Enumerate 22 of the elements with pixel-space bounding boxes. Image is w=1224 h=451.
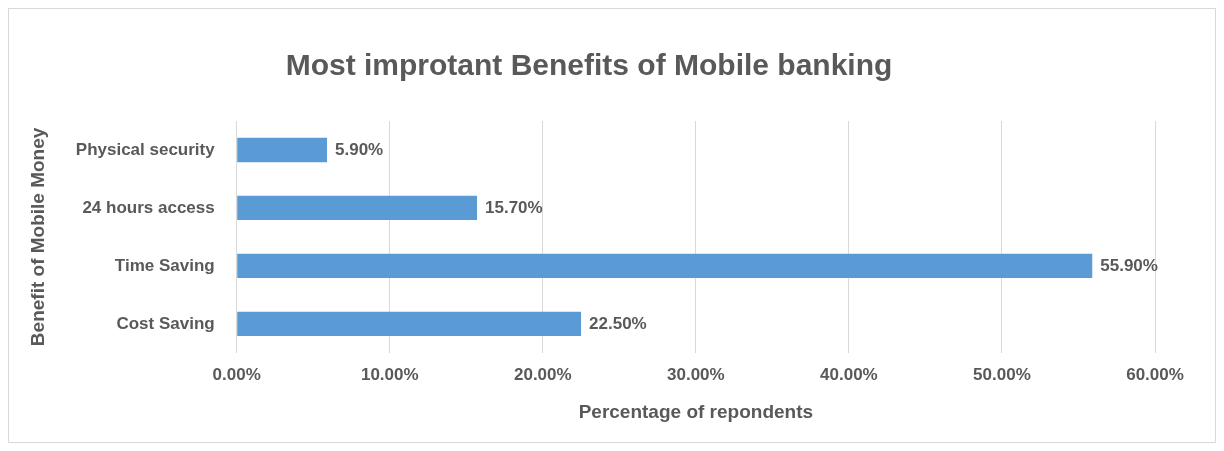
x-tick-label: 0.00% bbox=[212, 364, 261, 384]
chart-title: Most improtant Benefits of Mobile banking bbox=[285, 48, 893, 82]
y-tick-label: Time Saving bbox=[114, 255, 215, 275]
bar bbox=[237, 195, 477, 221]
x-tick-label: 10.00% bbox=[360, 364, 419, 384]
bar bbox=[237, 311, 582, 336]
x-tick-label: 20.00% bbox=[513, 364, 572, 384]
data-label: 55.90% bbox=[1100, 255, 1158, 275]
bar bbox=[237, 137, 328, 163]
y-tick-label: Physical security bbox=[75, 139, 216, 159]
y-axis-title: Benefit of Mobile Money bbox=[26, 127, 48, 347]
data-label: 22.50% bbox=[589, 313, 647, 333]
x-tick-label: 30.00% bbox=[667, 364, 725, 384]
x-tick-label: 50.00% bbox=[973, 364, 1031, 384]
bar bbox=[237, 253, 1093, 279]
data-label: 15.70% bbox=[485, 197, 543, 217]
x-tick-label: 60.00% bbox=[1126, 364, 1184, 384]
y-tick-label: 24 hours access bbox=[82, 197, 215, 217]
x-tick-label: 40.00% bbox=[820, 364, 878, 384]
y-tick-label: Cost Saving bbox=[116, 313, 215, 333]
data-label: 5.90% bbox=[335, 139, 384, 159]
x-axis-title: Percentage of repondents bbox=[578, 400, 814, 422]
